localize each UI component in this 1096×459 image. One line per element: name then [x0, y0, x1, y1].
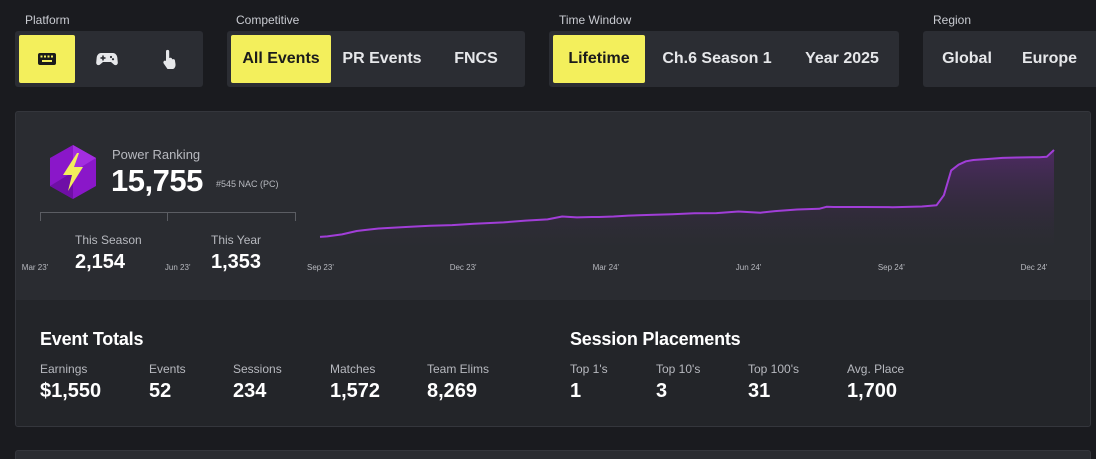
competitive-fncs-button[interactable]: FNCS: [454, 50, 498, 67]
top100-label: Top 100's: [748, 362, 799, 376]
competitive-label: Competitive: [236, 13, 300, 27]
top10-value: 3: [656, 380, 668, 402]
platform-label: Platform: [25, 13, 70, 27]
team-elims-label: Team Elims: [427, 362, 490, 376]
x-tick-label: Dec 23': [449, 263, 477, 272]
power-ranking-chart: [316, 142, 1064, 277]
sessions-stat: Sessions 234: [233, 362, 282, 403]
stats-panel: Power Ranking 15,755 #545 NAC (PC) This …: [15, 111, 1091, 427]
earnings-value: $1,550: [40, 380, 102, 402]
platform-touch-button[interactable]: [139, 35, 199, 83]
next-panel: [15, 450, 1091, 459]
x-tick-label: Jun 23': [164, 263, 191, 272]
platform-keyboard-button[interactable]: [19, 35, 75, 83]
power-ranking-label: Power Ranking: [112, 147, 201, 162]
avg-place-stat: Avg. Place 1,700: [847, 362, 904, 403]
top100-stat: Top 100's 31: [748, 362, 799, 403]
totals-section: [16, 300, 1090, 426]
region-selector: Global Europe: [923, 31, 1096, 87]
avg-place-value: 1,700: [847, 380, 898, 402]
time-window-label: Time Window: [559, 13, 632, 27]
events-label: Events: [149, 362, 186, 376]
region-label: Region: [933, 13, 972, 27]
session-placements-title: Session Placements: [570, 329, 741, 349]
platform-controller-button[interactable]: [75, 35, 139, 83]
x-tick-label: Mar 23': [21, 263, 49, 272]
avg-place-label: Avg. Place: [847, 362, 905, 376]
region-global-button[interactable]: Global: [942, 50, 992, 67]
this-year-stat: This Year 1,353: [211, 233, 261, 274]
time-year-button[interactable]: Year 2025: [805, 50, 879, 67]
x-tick-label: Mar 24': [592, 263, 620, 272]
matches-value: 1,572: [330, 380, 381, 402]
time-lifetime-button[interactable]: Lifetime: [553, 35, 645, 83]
x-tick-label: Jun 24': [735, 263, 762, 272]
time-season-button[interactable]: Ch.6 Season 1: [662, 50, 772, 67]
top1-value: 1: [570, 380, 582, 402]
this-season-stat: This Season 2,154: [75, 233, 142, 274]
power-ranking-value: 15,755: [111, 163, 203, 198]
platform-selector: [15, 31, 203, 87]
competitive-all-events-button[interactable]: All Events: [231, 35, 331, 83]
competitive-pr-events-button[interactable]: PR Events: [342, 50, 422, 67]
earnings-label: Earnings: [40, 362, 88, 376]
power-ranking-chart-svg: [319, 149, 1055, 245]
gamepad-icon: [96, 51, 118, 67]
matches-stat: Matches 1,572: [330, 362, 380, 403]
sessions-label: Sessions: [233, 362, 282, 376]
region-europe-button[interactable]: Europe: [1021, 50, 1078, 67]
divider-bracket: [40, 212, 167, 221]
top1-stat: Top 1's 1: [570, 362, 608, 403]
divider-bracket: [167, 212, 296, 221]
top100-value: 31: [748, 380, 771, 402]
power-ranking-rank: #545 NAC (PC): [216, 179, 279, 189]
events-value: 52: [149, 380, 172, 402]
events-stat: Events 52: [149, 362, 186, 403]
chart-area-fill: [320, 150, 1054, 245]
sessions-value: 234: [233, 380, 267, 402]
this-season-value: 2,154: [75, 251, 126, 273]
top1-label: Top 1's: [570, 362, 608, 376]
top10-label: Top 10's: [656, 362, 701, 376]
x-tick-label: Dec 24': [1020, 263, 1048, 272]
time-window-selector: Lifetime Ch.6 Season 1 Year 2025: [549, 31, 899, 87]
team-elims-value: 8,269: [427, 380, 478, 402]
competitive-selector: All Events PR Events FNCS: [227, 31, 525, 87]
keyboard-icon: [37, 52, 57, 66]
earnings-stat: Earnings $1,550: [40, 362, 101, 403]
chart-series-line: [319, 149, 1055, 238]
x-tick-label: Sep 24': [877, 263, 905, 272]
touch-icon: [161, 48, 177, 70]
x-tick-label: Sep 23': [306, 263, 334, 272]
this-year-label: This Year: [211, 233, 262, 247]
event-totals-title: Event Totals: [40, 329, 144, 349]
this-year-value: 1,353: [211, 251, 262, 273]
team-elims-stat: Team Elims 8,269: [427, 362, 489, 403]
this-season-label: This Season: [75, 233, 142, 247]
lightning-hexagon-icon: [48, 144, 98, 200]
matches-label: Matches: [330, 362, 376, 376]
top10-stat: Top 10's 3: [656, 362, 700, 403]
